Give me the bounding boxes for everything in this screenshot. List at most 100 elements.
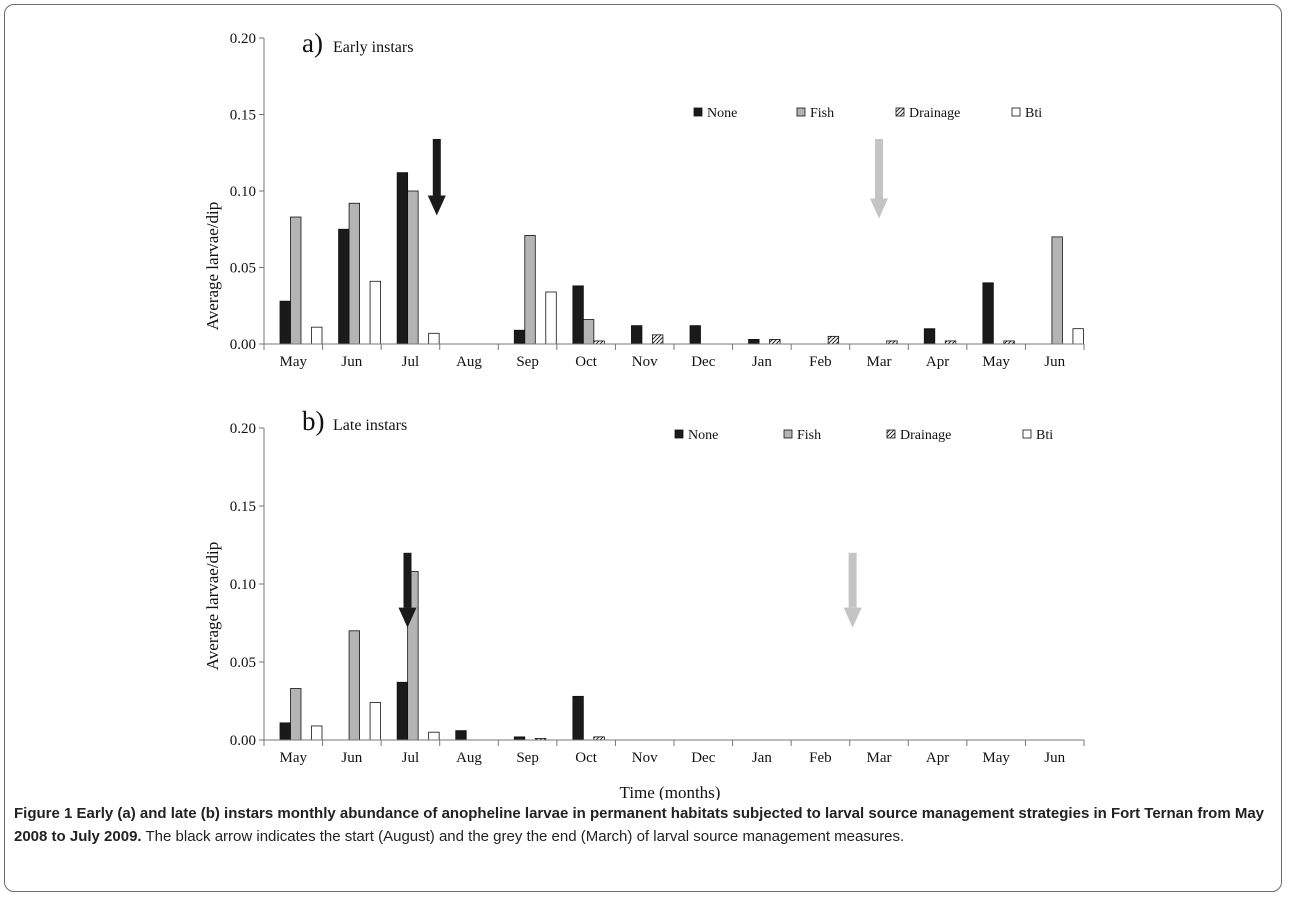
x-tick-label: Jan bbox=[752, 354, 772, 370]
figure-caption: Figure 1 Early (a) and late (b) instars … bbox=[14, 802, 1276, 848]
y-tick-label: 0.00 bbox=[230, 733, 256, 749]
bar-bti-jun bbox=[369, 280, 381, 345]
bar-none-dec bbox=[689, 325, 701, 345]
y-tick-label: 0.20 bbox=[230, 31, 256, 47]
panel-b-title: Late instars bbox=[333, 417, 407, 434]
bar-none-apr bbox=[923, 328, 936, 345]
x-tick-label: Apr bbox=[926, 354, 949, 370]
x-tick-label: Jun bbox=[341, 750, 362, 766]
panel-a-ylabel: Average larvae/dip bbox=[203, 202, 222, 331]
x-tick-label: Aug bbox=[456, 354, 482, 370]
legend-swatch-drainage bbox=[895, 107, 905, 117]
y-tick-label: 0.15 bbox=[230, 499, 256, 515]
legend-label-drainage: Drainage bbox=[900, 428, 951, 443]
legend-label-fish: Fish bbox=[797, 428, 821, 443]
panel-a-legend: None Fish Drainage Bti bbox=[693, 106, 1042, 121]
x-tick-label: Nov bbox=[632, 750, 658, 766]
legend-label-bti: Bti bbox=[1036, 428, 1053, 443]
black-arrow-shaft bbox=[432, 138, 441, 196]
x-tick-label: Jul bbox=[402, 354, 420, 370]
bar-none-sep bbox=[513, 329, 526, 345]
legend-label-none: None bbox=[707, 106, 737, 121]
panel-b-arrows bbox=[398, 552, 862, 628]
panel-b-y-tick-labels: 0.00 0.05 0.10 0.15 0.20 bbox=[230, 421, 256, 749]
bar-fish-may bbox=[290, 216, 302, 345]
bar-fish-jun bbox=[1051, 236, 1063, 345]
bar-bti-jun bbox=[369, 702, 381, 741]
bar-fish-may bbox=[290, 688, 302, 741]
x-tick-label: Dec bbox=[691, 354, 715, 370]
x-tick-label: Feb bbox=[809, 354, 832, 370]
bar-bti-jul bbox=[428, 332, 440, 345]
x-tick-label: Jun bbox=[341, 354, 362, 370]
black-arrow-shaft bbox=[403, 552, 412, 608]
x-tick-label: Aug bbox=[456, 750, 482, 766]
panel-a-x-tick-labels: May Jun Jul Aug Sep Oct Nov Dec Jan Feb Mar Apr May J… bbox=[280, 354, 1066, 370]
y-tick-label: 0.15 bbox=[230, 108, 256, 124]
bar-none-may bbox=[279, 722, 291, 741]
panel-a-arrows bbox=[427, 138, 888, 219]
x-tick-label: Oct bbox=[575, 354, 597, 370]
x-tick-label: Sep bbox=[516, 750, 539, 766]
x-tick-label: May bbox=[982, 354, 1010, 370]
bar-fish-jun bbox=[348, 630, 360, 741]
legend-label-drainage: Drainage bbox=[909, 106, 960, 121]
x-tick-label: Dec bbox=[691, 750, 715, 766]
panel-a-y-tick-labels: 0.00 0.05 0.10 0.15 0.20 bbox=[230, 31, 256, 353]
x-tick-label: May bbox=[280, 750, 308, 766]
bar-none-oct bbox=[572, 285, 584, 345]
x-tick-label: Jun bbox=[1044, 354, 1065, 370]
x-tick-label: May bbox=[280, 354, 308, 370]
figure-frame bbox=[4, 4, 1282, 892]
bar-none-jan bbox=[748, 339, 760, 345]
panel-b-label: b) bbox=[302, 406, 325, 436]
caption-title: Figure 1 Early (a) and late (b) instars … bbox=[14, 805, 1265, 845]
legend-swatch-bti bbox=[1011, 107, 1021, 117]
y-tick-label: 0.10 bbox=[230, 577, 256, 593]
x-tick-label: Jan bbox=[752, 750, 772, 766]
bar-none-jul bbox=[396, 172, 409, 345]
bar-bti-sep bbox=[545, 291, 557, 345]
x-tick-label: Mar bbox=[867, 750, 892, 766]
bar-none-may bbox=[279, 300, 291, 345]
y-tick-label: 0.10 bbox=[230, 184, 256, 200]
bar-fish-oct bbox=[582, 319, 595, 345]
black-arrow-head bbox=[427, 195, 446, 216]
bar-none-may bbox=[982, 282, 994, 345]
x-axis-title: Time (months) bbox=[620, 783, 721, 800]
bar-bti-may bbox=[311, 725, 323, 741]
bar-bti-jul bbox=[428, 731, 440, 741]
bar-fish-jul bbox=[407, 190, 419, 345]
grey-arrow-shaft bbox=[875, 138, 883, 199]
bar-drainage-nov bbox=[652, 334, 664, 345]
bar-bti-may bbox=[311, 326, 323, 345]
legend-label-fish: Fish bbox=[810, 106, 834, 121]
black-arrow-head bbox=[398, 607, 417, 628]
x-tick-label: May bbox=[982, 750, 1010, 766]
legend-swatch-drainage bbox=[886, 429, 896, 439]
bar-none-jun bbox=[338, 228, 350, 345]
grey-arrow-head bbox=[843, 607, 862, 628]
x-tick-label: Oct bbox=[575, 750, 597, 766]
y-tick-label: 0.00 bbox=[230, 337, 256, 353]
panel-b-axes bbox=[259, 427, 1085, 746]
bar-drainage-jan bbox=[769, 339, 781, 345]
caption-text: The black arrow indicates the start (Aug… bbox=[145, 828, 905, 845]
legend-swatch-fish bbox=[783, 429, 793, 439]
legend-label-none: None bbox=[688, 428, 718, 443]
legend-label-bti: Bti bbox=[1025, 106, 1042, 121]
bar-none-oct bbox=[572, 695, 584, 741]
panel-b-x-tick-labels: May Jun Jul Aug Sep Oct Nov Dec Jan Feb Mar Apr May J… bbox=[280, 750, 1066, 766]
bar-fish-jun bbox=[348, 202, 360, 345]
figure-chart-area: a) Early instars Average larvae/dip 0.00… bbox=[203, 28, 1085, 800]
y-tick-label: 0.05 bbox=[230, 261, 256, 277]
bar-fish-sep bbox=[524, 234, 536, 345]
legend-swatch-none bbox=[693, 107, 703, 117]
y-tick-label: 0.20 bbox=[230, 421, 256, 437]
panel-a-label: a) bbox=[302, 28, 323, 58]
bar-drainage-feb bbox=[827, 335, 840, 345]
x-tick-label: Jul bbox=[402, 750, 420, 766]
bar-bti-jun bbox=[1072, 328, 1084, 345]
panel-b-ylabel: Average larvae/dip bbox=[203, 542, 222, 671]
x-tick-label: Mar bbox=[867, 354, 892, 370]
